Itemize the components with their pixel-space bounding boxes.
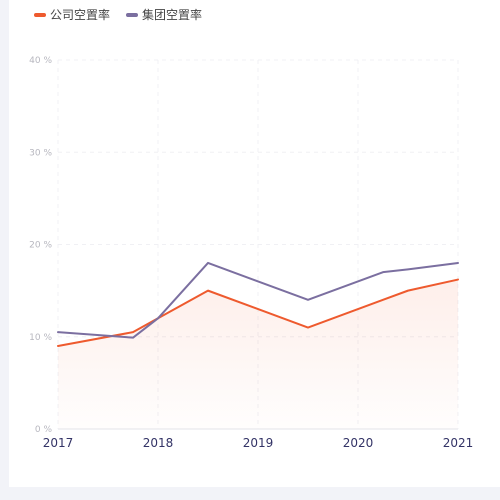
y-tick-label: 20 % [29,241,52,251]
chart-legend: 公司空置率 集团空置率 [34,6,218,23]
series-area-0 [58,279,458,429]
x-tick-label: 2017 [43,436,74,450]
legend-item-company[interactable]: 公司空置率 [34,6,110,23]
left-panel-strip [0,0,9,500]
legend-swatch-company [34,12,46,17]
x-tick-label: 2021 [443,436,474,450]
y-tick-label: 10 % [29,333,52,343]
y-tick-label: 30 % [29,148,52,158]
legend-item-group[interactable]: 集团空置率 [126,6,202,23]
x-tick-label: 2020 [343,436,374,450]
bottom-panel-strip [0,487,500,500]
legend-swatch-group [126,12,139,17]
legend-label-group: 集团空置率 [142,8,203,22]
legend-label-company: 公司空置率 [50,8,111,22]
x-tick-label: 2018 [143,436,174,450]
y-tick-label: 40 % [29,56,52,66]
series-line-1 [57,261,459,339]
series-line-0 [57,278,459,347]
y-tick-label: 0 % [35,425,53,435]
x-tick-label: 2019 [243,436,274,450]
